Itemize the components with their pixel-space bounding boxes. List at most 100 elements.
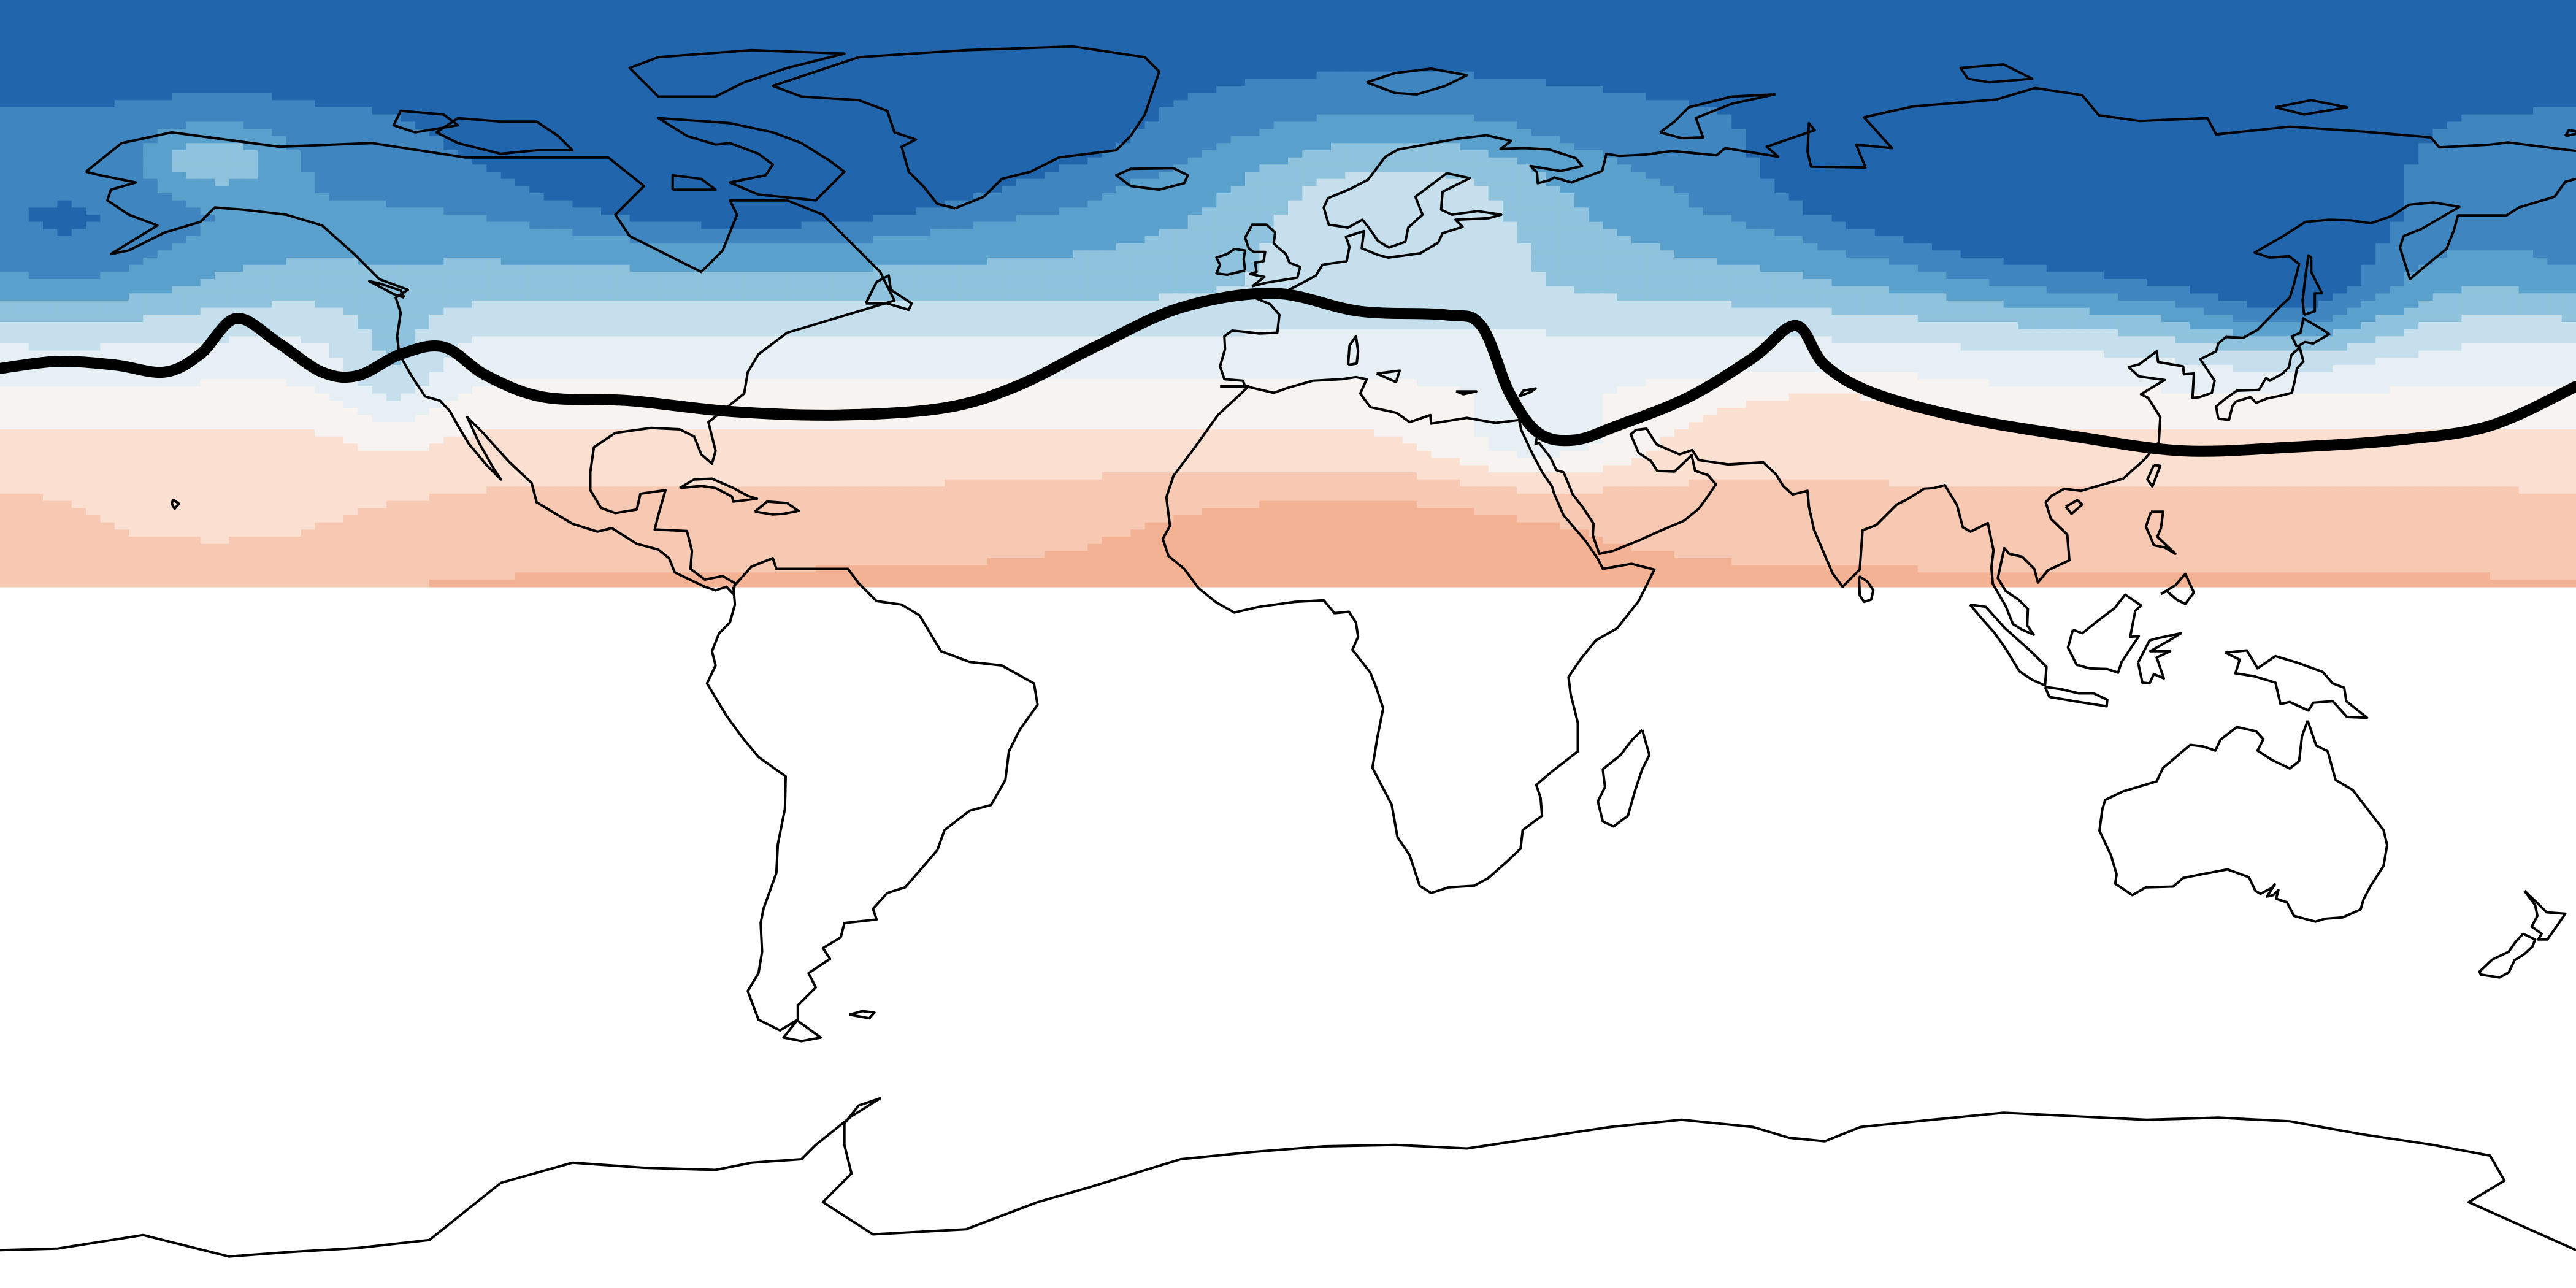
field-cell xyxy=(1030,143,1046,151)
field-cell xyxy=(215,164,230,172)
field-cell xyxy=(258,36,273,44)
field-cell xyxy=(1445,193,1460,201)
field-cell xyxy=(787,150,802,158)
field-cell xyxy=(1359,21,1374,29)
field-cell xyxy=(1102,172,1117,180)
field-cell xyxy=(2318,86,2334,94)
field-cell xyxy=(1560,28,1575,37)
field-cell xyxy=(1345,186,1360,194)
field-cell xyxy=(301,121,316,129)
field-cell xyxy=(1660,172,1675,180)
field-cell xyxy=(2003,100,2018,108)
field-cell xyxy=(1002,150,1017,158)
field-cell xyxy=(2432,50,2448,58)
field-cell xyxy=(2104,164,2119,172)
field-cell xyxy=(644,136,659,144)
field-cell xyxy=(2061,100,2076,108)
field-cell xyxy=(558,43,573,51)
field-cell xyxy=(558,7,573,15)
field-cell xyxy=(1989,86,2004,94)
field-cell xyxy=(286,129,301,137)
field-cell xyxy=(1045,186,1060,194)
field-cell xyxy=(715,71,730,80)
field-cell xyxy=(1689,0,1704,8)
field-cell xyxy=(1517,107,1532,115)
field-cell xyxy=(2075,164,2090,172)
field-cell xyxy=(515,100,531,108)
field-cell xyxy=(1746,64,1761,72)
field-cell xyxy=(2061,172,2076,180)
field-cell xyxy=(2032,136,2047,144)
field-cell xyxy=(1717,172,1733,180)
field-cell xyxy=(615,121,631,129)
field-cell xyxy=(1087,28,1103,37)
field-cell xyxy=(543,28,559,37)
field-cell xyxy=(844,43,859,51)
field-cell xyxy=(2347,64,2362,72)
field-cell xyxy=(472,157,488,166)
field-cell xyxy=(1116,100,1132,108)
field-cell xyxy=(2190,7,2205,15)
field-cell xyxy=(2247,172,2262,180)
field-cell xyxy=(272,43,287,51)
field-cell xyxy=(415,93,430,101)
field-cell xyxy=(515,129,531,137)
field-cell xyxy=(816,129,831,137)
field-cell xyxy=(2404,100,2420,108)
field-cell xyxy=(1460,107,1475,115)
field-cell xyxy=(1689,193,1704,201)
field-cell xyxy=(458,129,473,137)
field-cell xyxy=(458,36,473,44)
field-cell xyxy=(1889,100,1904,108)
field-cell xyxy=(1216,50,1232,58)
field-cell xyxy=(2461,121,2477,129)
field-cell xyxy=(529,150,545,158)
field-cell xyxy=(2432,57,2448,65)
field-cell xyxy=(1488,150,1503,158)
field-cell xyxy=(2132,100,2147,108)
field-cell xyxy=(258,107,273,115)
field-cell xyxy=(172,57,187,65)
field-cell xyxy=(443,100,459,108)
field-cell xyxy=(129,93,144,101)
field-cell xyxy=(500,64,516,72)
field-cell xyxy=(443,164,459,172)
field-cell xyxy=(1116,43,1132,51)
field-cell xyxy=(1574,36,1589,44)
field-cell xyxy=(114,150,129,158)
field-cell xyxy=(443,57,459,65)
field-cell xyxy=(100,114,115,123)
field-cell xyxy=(715,114,730,123)
field-cell xyxy=(429,14,445,22)
field-cell xyxy=(2533,36,2548,44)
field-cell xyxy=(529,186,545,194)
field-cell xyxy=(286,79,301,86)
field-cell xyxy=(14,79,29,86)
field-cell xyxy=(100,64,115,72)
field-cell xyxy=(358,14,373,22)
field-cell xyxy=(1474,193,1489,201)
field-cell xyxy=(2318,121,2334,129)
field-cell xyxy=(458,121,473,129)
field-cell xyxy=(543,14,559,22)
field-cell xyxy=(429,86,445,94)
field-cell xyxy=(515,107,531,115)
field-cell xyxy=(301,43,316,51)
field-cell xyxy=(243,150,258,158)
field-cell xyxy=(1045,107,1060,115)
field-cell xyxy=(1746,178,1761,187)
field-cell xyxy=(186,86,201,94)
field-cell xyxy=(1874,57,1890,65)
field-cell xyxy=(1589,93,1604,101)
field-cell xyxy=(1460,86,1475,94)
field-cell xyxy=(2404,107,2420,115)
field-cell xyxy=(71,178,86,187)
field-cell xyxy=(286,36,301,44)
field-cell xyxy=(844,129,859,137)
field-cell xyxy=(1631,79,1647,86)
field-cell xyxy=(1574,28,1589,37)
field-cell xyxy=(830,143,845,151)
field-cell xyxy=(2061,0,2076,8)
field-cell xyxy=(1102,93,1117,101)
field-cell xyxy=(2390,157,2405,166)
